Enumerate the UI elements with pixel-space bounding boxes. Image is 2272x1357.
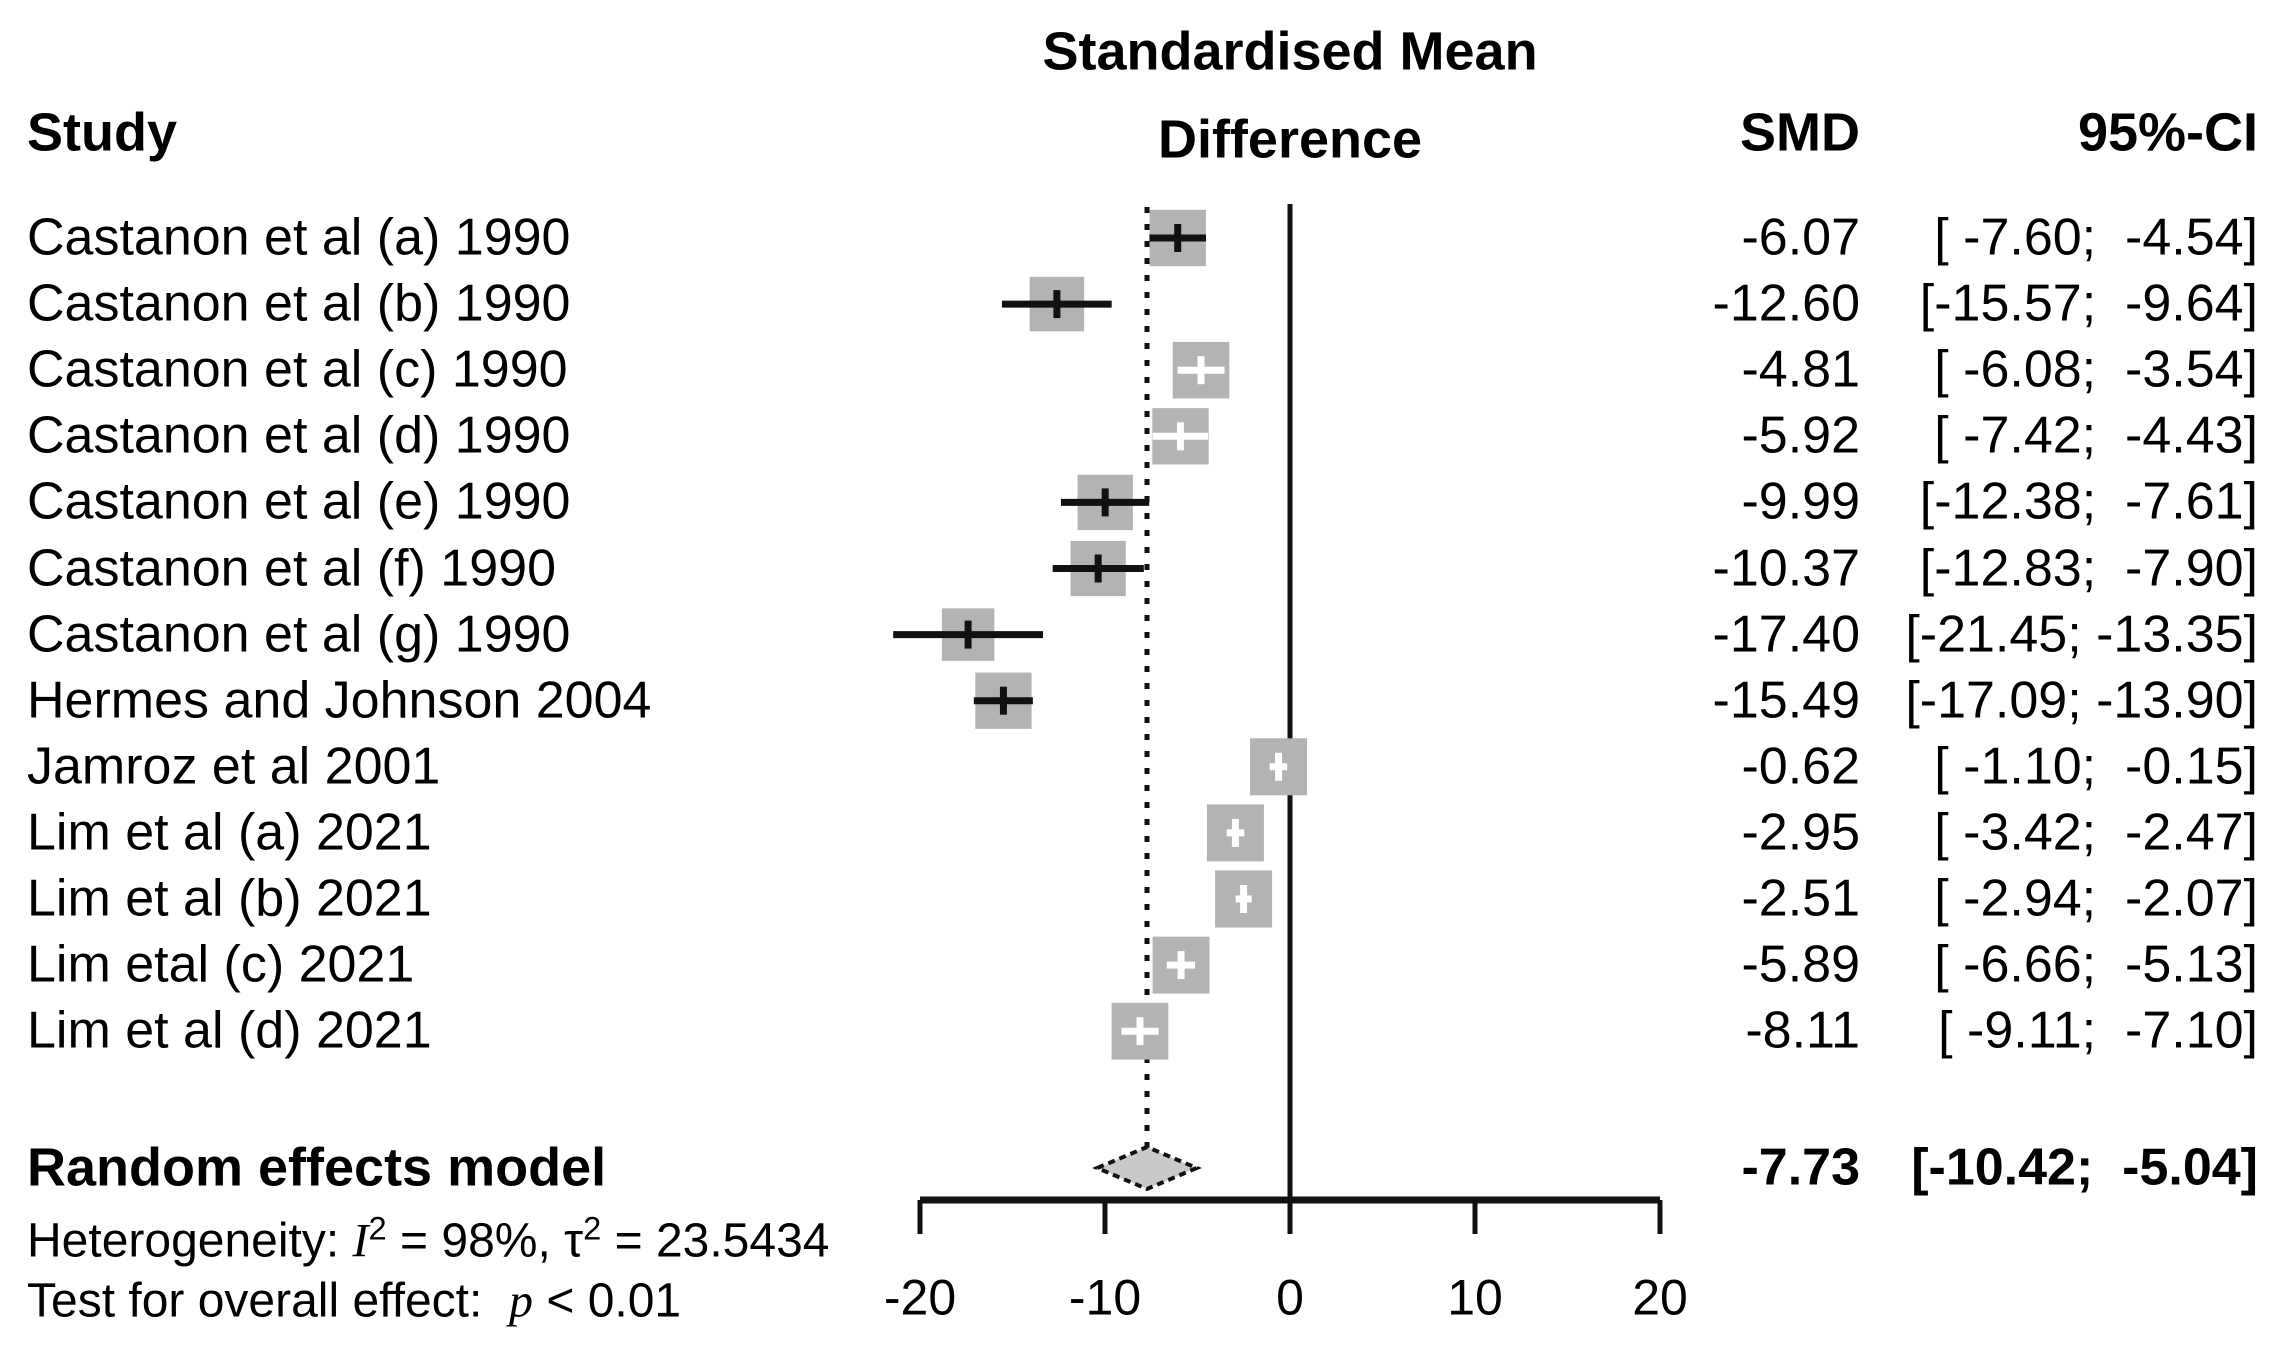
- study-ci-value: [-12.38; -7.61]: [1919, 472, 2258, 531]
- column-header-effect-line1: Standardised Mean: [1042, 21, 1538, 82]
- x-tick-label: 10: [1447, 1269, 1503, 1326]
- study-smd-value: -10.37: [1712, 538, 1860, 597]
- i-squared-exponent: 2: [368, 1209, 387, 1247]
- study-smd-value: -0.62: [1741, 737, 1860, 796]
- study-smd-value: -17.40: [1712, 605, 1860, 663]
- column-header-ci: 95%-CI: [2077, 102, 2258, 163]
- summary-smd-value: -7.73: [1741, 1138, 1860, 1197]
- study-smd-value: -4.81: [1741, 340, 1860, 399]
- study-label: Jamroz et al 2001: [27, 737, 441, 796]
- study-ci-value: [-12.83; -7.90]: [1919, 538, 2258, 597]
- study-ci-value: [ -7.60; -4.54]: [1934, 208, 2258, 267]
- study-smd-value: -12.60: [1712, 274, 1860, 333]
- study-smd-value: -5.89: [1741, 935, 1860, 994]
- study-ci-value: [ -6.66; -5.13]: [1934, 935, 2258, 994]
- p-value: < 0.01: [533, 1274, 682, 1328]
- study-smd-value: -5.92: [1741, 406, 1860, 465]
- study-label: Lim et al (a) 2021: [27, 803, 432, 862]
- study-label: Castanon et al (f) 1990: [27, 538, 556, 597]
- tau-squared-symbol: τ: [564, 1214, 584, 1268]
- study-ci-value: [ -2.94; -2.07]: [1934, 869, 2258, 928]
- heterogeneity-prefix: Heterogeneity:: [27, 1214, 353, 1268]
- study-smd-value: -9.99: [1741, 472, 1860, 531]
- study-smd-value: -6.07: [1741, 208, 1860, 267]
- study-ci-value: [ -1.10; -0.15]: [1934, 737, 2258, 796]
- x-tick-label: 0: [1276, 1269, 1304, 1326]
- study-ci-value: [-21.45; -13.35]: [1905, 605, 2258, 663]
- study-ci-value: [ -6.08; -3.54]: [1934, 340, 2258, 399]
- study-label: Lim etal (c) 2021: [27, 935, 415, 994]
- x-tick-label: 20: [1632, 1269, 1688, 1326]
- study-label: Hermes and Johnson 2004: [27, 671, 652, 730]
- x-tick-label: -10: [1068, 1269, 1142, 1326]
- heterogeneity-value: = 23.5434: [601, 1214, 830, 1268]
- study-smd-value: -15.49: [1712, 671, 1860, 730]
- overall-effect-line: Test for overall effect: p < 0.01: [27, 1274, 682, 1329]
- column-header-smd: SMD: [1740, 102, 1860, 163]
- summary-diamond: [1092, 1144, 1202, 1192]
- study-label: Castanon et al (c) 1990: [27, 340, 568, 399]
- study-ci-value: [ -9.11; -7.10]: [1938, 1001, 2258, 1060]
- overall-effect-prefix: Test for overall effect:: [27, 1274, 509, 1328]
- study-ci-value: [ -3.42; -2.47]: [1934, 803, 2258, 862]
- summary-ci-value: [-10.42; -5.04]: [1911, 1138, 2258, 1197]
- study-ci-value: [ -7.42; -4.43]: [1934, 406, 2258, 465]
- study-smd-value: -2.51: [1741, 869, 1860, 928]
- column-header-study: Study: [27, 102, 178, 163]
- x-tick-label: -20: [883, 1269, 957, 1326]
- study-label: Castanon et al (a) 1990: [27, 208, 571, 267]
- summary-label: Random effects model: [27, 1137, 607, 1198]
- heterogeneity-line: Heterogeneity: I2 = 98%, τ2 = 23.5434: [27, 1212, 830, 1269]
- p-symbol: p: [509, 1274, 533, 1328]
- study-label: Lim et al (b) 2021: [27, 869, 432, 928]
- study-label: Castanon et al (d) 1990: [27, 406, 571, 465]
- study-ci-value: [-15.57; -9.64]: [1919, 274, 2258, 333]
- study-ci-value: [-17.09; -13.90]: [1905, 671, 2258, 730]
- study-smd-value: -2.95: [1741, 803, 1860, 862]
- heterogeneity-mid: = 98%,: [386, 1214, 565, 1268]
- i-squared-symbol: I: [352, 1214, 369, 1268]
- study-smd-value: -8.11: [1745, 1001, 1860, 1060]
- study-label: Lim et al (d) 2021: [27, 1001, 432, 1060]
- study-label: Castanon et al (e) 1990: [27, 472, 571, 531]
- tau-squared-exponent: 2: [583, 1209, 602, 1247]
- study-label: Castanon et al (b) 1990: [27, 274, 571, 333]
- column-header-effect-line2: Difference: [1157, 109, 1423, 170]
- study-label: Castanon et al (g) 1990: [27, 605, 571, 663]
